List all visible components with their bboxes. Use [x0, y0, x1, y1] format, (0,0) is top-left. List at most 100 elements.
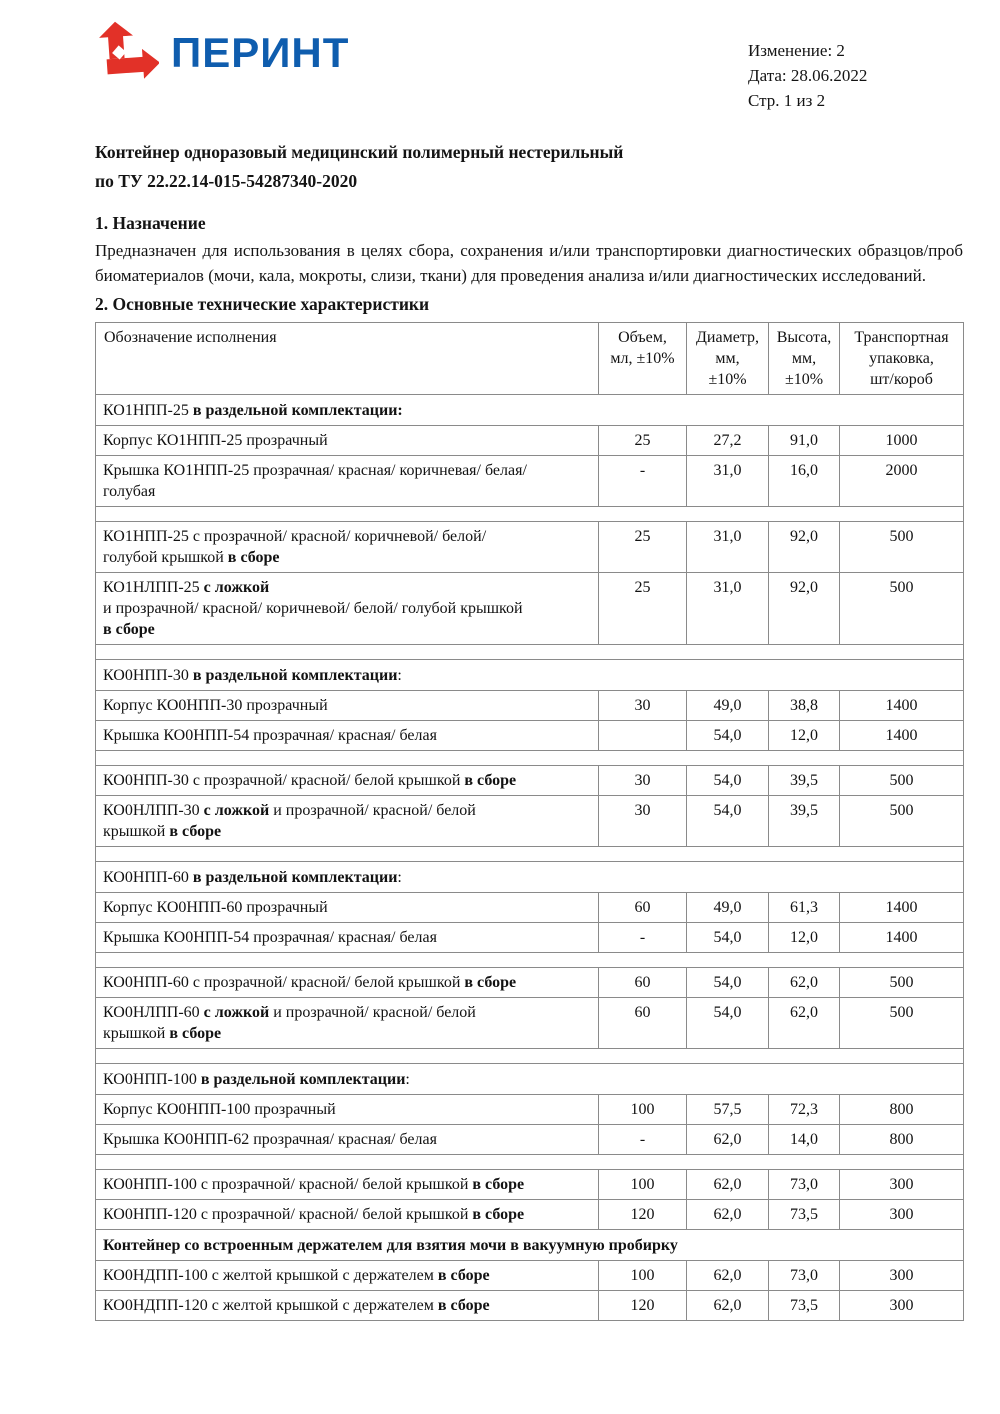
packaging-cell: 500: [839, 572, 964, 645]
height-cell: 91,0: [768, 425, 840, 456]
diameter-cell: 54,0: [686, 967, 769, 998]
height-cell: 16,0: [768, 455, 840, 507]
volume-cell: 25: [598, 572, 687, 645]
packaging-cell: 500: [839, 765, 964, 796]
volume-cell: -: [598, 1124, 687, 1155]
section1-body: Предназначен для использования в целях с…: [95, 241, 963, 285]
diameter-cell: 62,0: [686, 1124, 769, 1155]
data-row: Корпус КО1НПП-25 прозрачный 25 27,2 91,0 100…: [95, 425, 964, 456]
packaging-cell: 500: [839, 967, 964, 998]
volume-cell: 60: [598, 892, 687, 923]
data-row: Крышка КО1НПП-25 прозрачная/ красная/ ко…: [95, 455, 964, 507]
diameter-cell: 54,0: [686, 997, 769, 1049]
data-row: Крышка КО0НПП-54 прозрачная/ красная/ бе…: [95, 720, 964, 751]
spacer-row: [95, 750, 964, 766]
volume-cell: [598, 720, 687, 751]
volume-cell: 25: [598, 425, 687, 456]
volume-cell: 120: [598, 1290, 687, 1321]
data-row: КО0НДПП-100 с желтой крышкой с держателе…: [95, 1260, 964, 1291]
designation-cell: КО0НЛПП-60 с ложкой и прозрачной/ красно…: [95, 997, 599, 1049]
col-header-height: Высота, мм, ±10%: [768, 322, 840, 395]
spec-table: Обозначение исполнения Объем, мл, ±10% Д…: [95, 322, 964, 1321]
designation-cell: Корпус КО0НПП-30 прозрачный: [95, 690, 599, 721]
logo-text: ПЕРИНТ: [171, 29, 350, 76]
volume-cell: 30: [598, 690, 687, 721]
data-row: КО0НПП-60 с прозрачной/ красной/ белой к…: [95, 967, 964, 998]
spacer-cell: [95, 1048, 964, 1064]
packaging-cell: 300: [839, 1260, 964, 1291]
document-title: Контейнер одноразовый медицинский полиме…: [95, 138, 963, 196]
data-row: Крышка КО0НПП-62 прозрачная/ красная/ бе…: [95, 1124, 964, 1155]
volume-cell: 30: [598, 795, 687, 847]
section-title-cell: КО1НПП-25 в раздельной комплектации:: [95, 394, 964, 426]
data-row: Корпус КО0НПП-100 прозрачный 100 57,5 72,3 8…: [95, 1094, 964, 1125]
packaging-cell: 1400: [839, 922, 964, 953]
col-header-volume: Объем, мл, ±10%: [598, 322, 687, 395]
spacer-cell: [95, 750, 964, 766]
data-row: КО1НЛПП-25 с ложкой и прозрачной/ красно…: [95, 572, 964, 645]
packaging-cell: 500: [839, 997, 964, 1049]
packaging-cell: 800: [839, 1124, 964, 1155]
diameter-cell: 54,0: [686, 765, 769, 796]
height-cell: 72,3: [768, 1094, 840, 1125]
col-header-packaging: Транспортная упаковка, шт/короб: [839, 322, 964, 395]
packaging-cell: 300: [839, 1199, 964, 1230]
spacer-cell: [95, 846, 964, 862]
designation-cell: Корпус КО0НПП-60 прозрачный: [95, 892, 599, 923]
spec-table-body: КО1НПП-25 в раздельной комплектации: Корп…: [95, 394, 964, 1321]
height-cell: 39,5: [768, 795, 840, 847]
meta-page-number: Стр. 1 из 2: [748, 91, 826, 110]
section-header-row: КО0НПП-60 в раздельной комплектации:: [95, 861, 964, 893]
designation-cell: КО0НДПП-120 с желтой крышкой с держателе…: [95, 1290, 599, 1321]
spacer-row: [95, 506, 964, 522]
data-row: Корпус КО0НПП-30 прозрачный 30 49,0 38,8 140…: [95, 690, 964, 721]
volume-cell: 30: [598, 765, 687, 796]
data-row: Крышка КО0НПП-54 прозрачная/ красная/ бе…: [95, 922, 964, 953]
diameter-cell: 54,0: [686, 795, 769, 847]
diameter-cell: 62,0: [686, 1290, 769, 1321]
diameter-cell: 31,0: [686, 572, 769, 645]
data-row: Корпус КО0НПП-60 прозрачный 60 49,0 61,3 140…: [95, 892, 964, 923]
designation-cell: КО0НПП-120 с прозрачной/ красной/ белой …: [95, 1199, 599, 1230]
designation-cell: КО0НПП-60 с прозрачной/ красной/ белой к…: [95, 967, 599, 998]
designation-cell: Корпус КО1НПП-25 прозрачный: [95, 425, 599, 456]
volume-cell: 120: [598, 1199, 687, 1230]
height-cell: 92,0: [768, 572, 840, 645]
designation-cell: Крышка КО1НПП-25 прозрачная/ красная/ ко…: [95, 455, 599, 507]
height-cell: 73,0: [768, 1169, 840, 1200]
diameter-cell: 57,5: [686, 1094, 769, 1125]
volume-cell: 100: [598, 1169, 687, 1200]
height-cell: 12,0: [768, 922, 840, 953]
diameter-cell: 31,0: [686, 521, 769, 573]
col-header-diameter: Диаметр, мм, ±10%: [686, 322, 769, 395]
height-cell: 39,5: [768, 765, 840, 796]
meta-revision: Изменение: 2: [748, 41, 845, 60]
volume-cell: 60: [598, 967, 687, 998]
height-cell: 12,0: [768, 720, 840, 751]
spacer-cell: [95, 1154, 964, 1170]
volume-cell: -: [598, 922, 687, 953]
volume-cell: 25: [598, 521, 687, 573]
section-title-cell: КО0НПП-30 в раздельной комплектации:: [95, 659, 964, 691]
col-header-designation: Обозначение исполнения: [95, 322, 599, 395]
height-cell: 62,0: [768, 967, 840, 998]
page-header: ПЕРИНТ Изменение: 2 Дата: 28.06.2022 Стр…: [95, 20, 963, 113]
section1-heading: 1. Назначение: [95, 213, 206, 233]
height-cell: 73,0: [768, 1260, 840, 1291]
packaging-cell: 1400: [839, 690, 964, 721]
meta-date: Дата: 28.06.2022: [748, 66, 868, 85]
spacer-cell: [95, 644, 964, 660]
data-row: КО0НПП-30 с прозрачной/ красной/ белой к…: [95, 765, 964, 796]
diameter-cell: 62,0: [686, 1260, 769, 1291]
document-title-line2: по ТУ 22.22.14-015-54287340-2020: [95, 171, 358, 191]
height-cell: 62,0: [768, 997, 840, 1049]
designation-cell: Крышка КО0НПП-62 прозрачная/ красная/ бе…: [95, 1124, 599, 1155]
designation-cell: Крышка КО0НПП-54 прозрачная/ красная/ бе…: [95, 922, 599, 953]
packaging-cell: 1400: [839, 892, 964, 923]
spacer-row: [95, 644, 964, 660]
spacer-row: [95, 846, 964, 862]
section-title-cell: Контейнер со встроенным держателем для в…: [95, 1229, 964, 1261]
section-header-row: Контейнер со встроенным держателем для в…: [95, 1229, 964, 1261]
data-row: КО0НДПП-120 с желтой крышкой с держателе…: [95, 1290, 964, 1321]
spacer-cell: [95, 506, 964, 522]
